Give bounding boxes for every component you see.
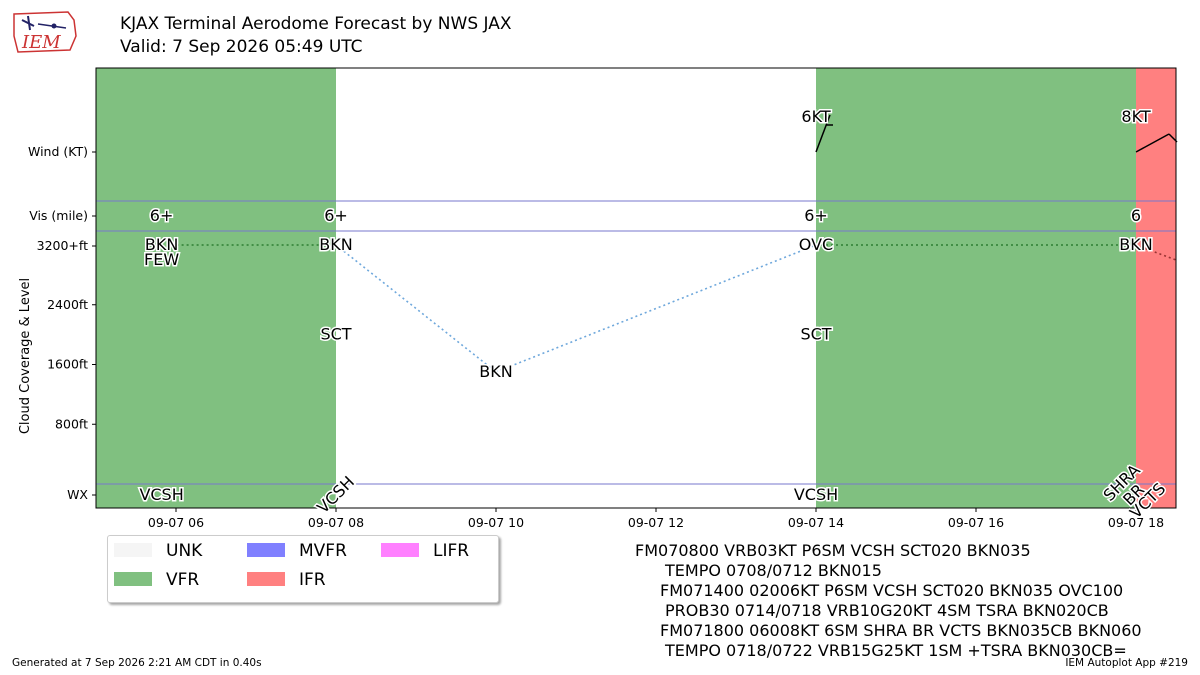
legend-label-unk: UNK	[166, 541, 203, 561]
x-tick-label: 09-07 18	[1108, 515, 1164, 530]
iem-logo-text: IEM	[21, 32, 61, 53]
legend-label-ifr: IFR	[299, 570, 326, 590]
taf-line: FM071800 06008KT 6SM SHRA BR VCTS BKN035…	[660, 621, 1142, 640]
cloud-label: SCT	[320, 325, 351, 344]
taf-line: FM071400 02006KT P6SM VCSH SCT020 BKN035…	[660, 581, 1124, 600]
taf-line: TEMPO 0708/0712 BKN015	[665, 561, 882, 580]
legend-item-unk: UNK	[114, 541, 202, 561]
cloud-label: FEW	[144, 250, 179, 269]
plot-frame	[95, 67, 1177, 509]
taf-line: TEMPO 0718/0722 VRB15G25KT 1SM +TSRA BKN…	[665, 641, 1127, 660]
category-span	[816, 68, 1136, 508]
y-tick-label: 1600ft	[47, 357, 88, 372]
weather-label: VCSH	[139, 485, 183, 504]
ceiling-line-segment	[495, 244, 817, 373]
cloud-label: OVC	[799, 235, 833, 254]
wind-barb	[1135, 133, 1170, 153]
visibility-label: 6+	[150, 206, 174, 225]
x-tick-label: 09-07 10	[468, 515, 524, 530]
taf-line: PROB30 0714/0718 VRB10G20KT 4SM TSRA BKN…	[665, 601, 1109, 620]
y-axis-title: Cloud Coverage & Level	[18, 278, 33, 434]
legend-item-mvfr: MVFR	[247, 541, 347, 561]
legend-swatch-vfr	[114, 572, 152, 586]
chart-title: KJAX Terminal Aerodome Forecast by NWS J…	[120, 14, 512, 34]
chart-subtitle: Valid: 7 Sep 2026 05:49 UTC	[120, 37, 363, 57]
cloud-label: BKN	[479, 362, 512, 381]
legend-swatch-ifr	[247, 572, 285, 586]
visibility-label: 6	[1131, 206, 1141, 225]
x-tick-label: 09-07 12	[628, 515, 684, 530]
ceiling-line-segment	[1135, 244, 1177, 261]
y-tick-label: 3200+ft	[37, 238, 88, 253]
x-tick-label: 09-07 08	[308, 515, 364, 530]
visibility-label: 6+	[804, 206, 828, 225]
y-tick-label: 800ft	[55, 416, 88, 431]
weather-label: VCSH	[794, 485, 838, 504]
wind-barb	[815, 114, 831, 153]
legend-item-vfr: VFR	[114, 570, 199, 590]
legend-swatch-lifr	[381, 543, 419, 557]
y-tick-label: 2400ft	[47, 297, 88, 312]
cloud-label: BKN	[145, 235, 178, 254]
category-span	[96, 68, 336, 508]
cloud-label: BKN	[319, 235, 352, 254]
cloud-label: SCT	[800, 325, 831, 344]
wind-label: 8KT	[1121, 107, 1150, 126]
footer-app: IEM Autoplot App #219	[1065, 657, 1188, 669]
x-tick-label: 09-07 14	[788, 515, 844, 530]
y-label-vis: Vis (mile)	[29, 208, 88, 223]
wind-label: 6KT	[801, 107, 830, 126]
y-label-wx: WX	[67, 487, 88, 502]
x-tick-label: 09-07 16	[948, 515, 1004, 530]
legend-label-vfr: VFR	[166, 570, 200, 590]
legend-swatch-unk	[114, 543, 152, 557]
taf-chart: Wind (KT) Vis (mile) 3200+ft 2400ft 1600ft 80…	[18, 67, 1178, 530]
legend-label-lifr: LIFR	[433, 541, 470, 561]
visibility-label: 6+	[324, 206, 348, 225]
wind-barb-flag	[1168, 133, 1178, 143]
x-tick-label: 09-07 06	[148, 515, 204, 530]
legend: UNK VFR MVFR IFR LIFR	[107, 535, 499, 603]
iem-logo: IEM	[8, 6, 80, 58]
cloud-label: BKN	[1119, 235, 1152, 254]
y-label-wind: Wind (KT)	[28, 144, 88, 159]
ceiling-line-segment	[335, 244, 497, 373]
legend-item-lifr: LIFR	[381, 541, 469, 561]
legend-swatch-mvfr	[247, 543, 285, 557]
taf-line: FM070800 VRB03KT P6SM VCSH SCT020 BKN035	[635, 541, 1031, 560]
category-span	[336, 68, 816, 508]
legend-label-mvfr: MVFR	[299, 541, 347, 561]
footer-generated: Generated at 7 Sep 2026 2:21 AM CDT in 0…	[12, 657, 262, 669]
legend-item-ifr: IFR	[247, 570, 326, 590]
